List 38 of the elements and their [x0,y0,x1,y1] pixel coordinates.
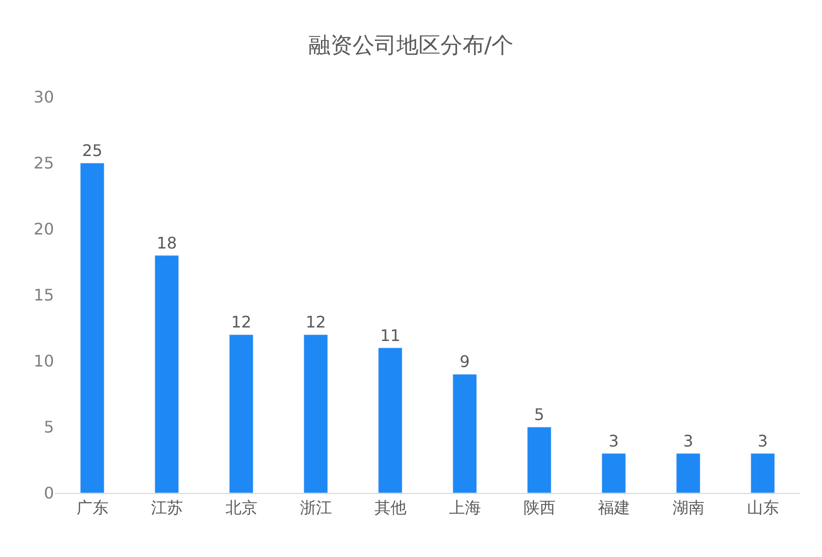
data-label: 5 [534,405,544,424]
y-tick-label: 25 [34,154,54,173]
y-tick-label: 5 [44,418,54,437]
x-tick-label: 福建 [598,498,630,518]
data-label: 3 [758,431,768,450]
y-tick-label: 20 [34,220,54,239]
bar [80,162,104,493]
x-tick-label: 浙江 [300,498,332,518]
x-tick-label: 江苏 [150,498,183,518]
y-tick-label: 10 [34,352,54,371]
x-tick-label: 北京 [225,498,258,518]
bar [452,374,477,493]
bar [378,348,402,493]
y-tick-label: 15 [34,286,54,305]
x-tick-label: 广东 [76,498,108,518]
bar [527,426,552,493]
y-tick-label: 0 [44,484,54,503]
x-tick-label: 陕西 [523,498,556,518]
y-tick-label: 30 [34,88,54,107]
bar [304,334,328,493]
data-label: 18 [156,233,177,252]
x-tick-label: 其他 [374,498,406,518]
data-label: 25 [82,141,102,160]
bar [750,453,775,493]
chart-title: 融资公司地区分布/个 [308,33,514,58]
x-tick-label: 山东 [746,498,779,518]
data-label: 9 [460,352,470,372]
data-label: 12 [231,312,252,332]
x-tick-label: 上海 [448,498,481,518]
bar [602,453,626,493]
data-label: 11 [380,326,400,345]
bar [154,255,179,493]
bar [676,453,700,493]
data-label: 12 [306,312,326,332]
data-label: 3 [683,431,694,450]
bar [229,334,254,493]
data-label: 3 [608,431,619,450]
x-tick-label: 湖南 [672,498,704,518]
